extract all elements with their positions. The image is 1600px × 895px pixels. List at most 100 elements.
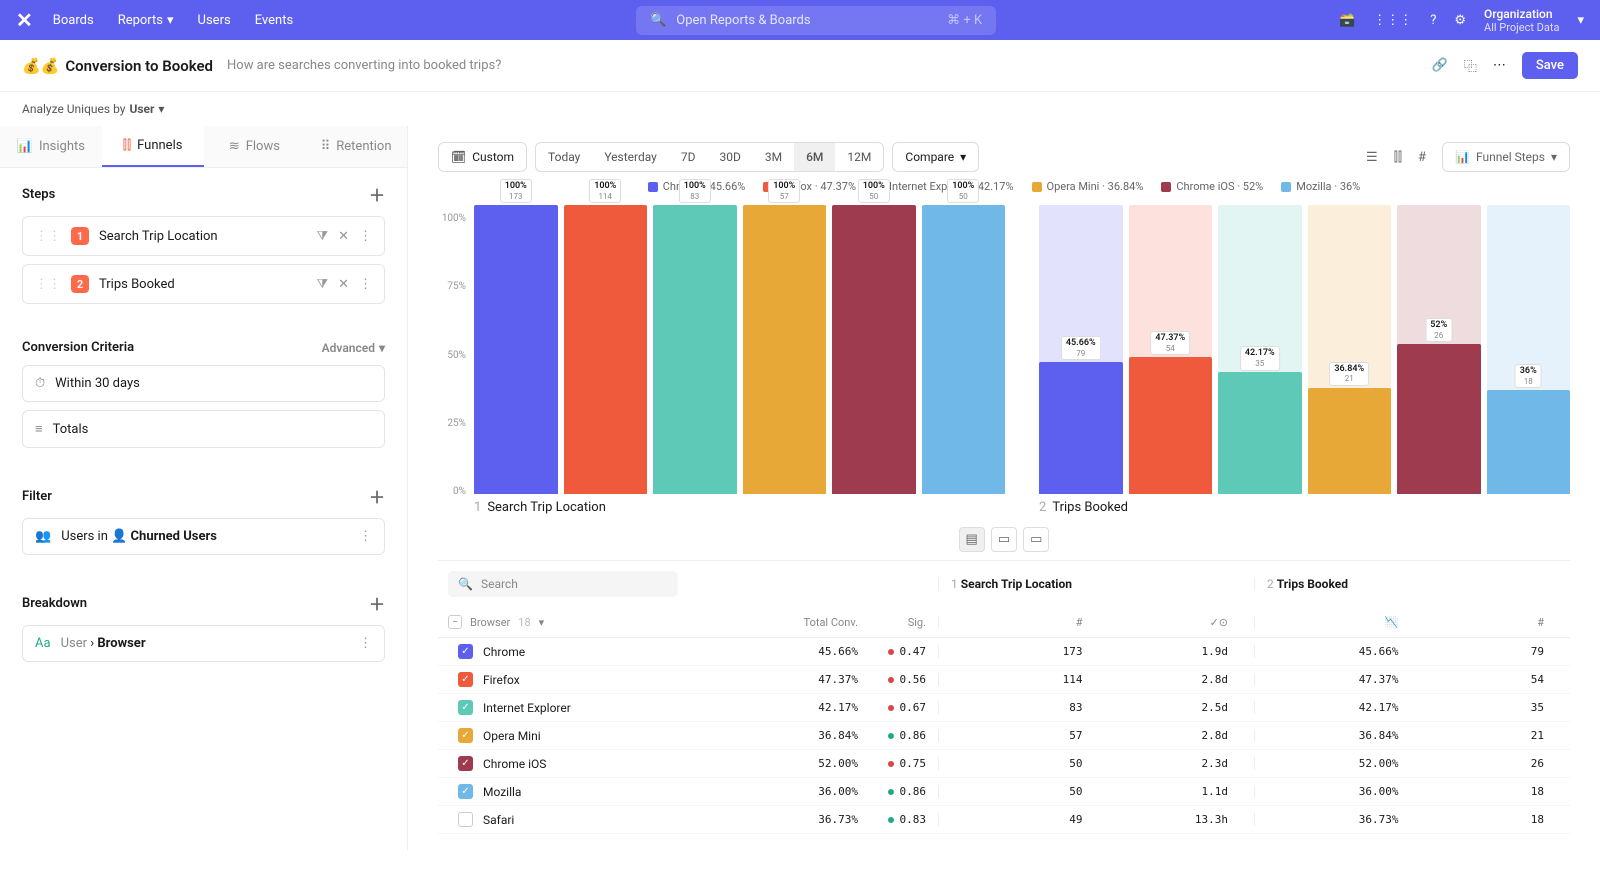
add-filter-button[interactable]: ＋ [369,484,385,508]
nav-boards[interactable]: Boards [53,13,94,28]
legend-item[interactable]: Mozilla · 36% [1281,180,1360,193]
filter-icon[interactable]: ⧩ [316,277,328,292]
list-view-icon[interactable]: ☰ [1366,150,1378,165]
add-breakdown-button[interactable]: ＋ [369,591,385,615]
criteria-totals[interactable]: ≡Totals [22,410,385,448]
table-row[interactable]: ✓ Firefox 47.37% 0.56 1142.8d 47.37%54 [438,666,1570,694]
chart-bar[interactable] [474,205,558,494]
logo: ✕ [16,8,33,32]
totals-icon: ≡ [35,421,43,437]
table-row[interactable]: ✓ Chrome iOS 52.00% 0.75 502.3d 52.00%26 [438,750,1570,778]
criteria-within[interactable]: ⏱Within 30 days [22,365,385,402]
chart-bar[interactable] [1487,390,1571,494]
hash-view-icon[interactable]: # [1418,150,1426,165]
breakdown-item[interactable]: Aa User › Browser ⋮ [22,625,385,662]
expand-all-icon[interactable]: − [448,615,462,629]
row-checkbox[interactable]: ✓ [458,756,473,771]
nav-users[interactable]: Users [198,13,231,28]
global-search[interactable]: 🔍 Open Reports & Boards ⌘ + K [636,6,996,35]
chart-step-label: 1Search Trip Location [474,500,1005,515]
chart-bar[interactable] [1218,372,1302,494]
steps-heading: Steps [22,187,55,202]
chart-bar[interactable] [922,205,1006,494]
date-option[interactable]: 30D [707,143,752,171]
add-step-button[interactable]: ＋ [369,182,385,206]
table-row[interactable]: ✓ Chrome 45.66% 0.47 1731.9d 45.66%79 [438,638,1570,666]
chart-bar[interactable] [653,205,737,494]
apps-icon[interactable]: ⋮⋮⋮ [1373,13,1412,28]
legend-item[interactable]: Chrome iOS · 52% [1161,180,1263,193]
nav-reports[interactable]: Reports ▾ [118,13,174,28]
date-option[interactable]: 7D [669,143,708,171]
table-row[interactable]: ✓ Mozilla 36.00% 0.86 501.1d 36.00%18 [438,778,1570,806]
bar-view-icon[interactable]: ⫿⫿ [1394,150,1402,165]
split-view-button[interactable]: ▤ [959,527,985,552]
chart-bar[interactable] [743,205,827,494]
legend-item[interactable]: Opera Mini · 36.84% [1032,180,1144,193]
hash-icon: # [1076,616,1083,629]
more-icon[interactable]: ⋮ [359,277,372,292]
date-option[interactable]: 6M [794,143,835,171]
config-sidebar: 📊Insights ⫿⫿Funnels ≋Flows ⠿Retention St… [0,126,408,850]
chart-bar[interactable] [564,205,648,494]
top-view-button[interactable]: ▭ [991,527,1017,552]
tab-flows[interactable]: ≋Flows [204,126,306,167]
page-title: 💰💰 Conversion to Booked [22,57,213,75]
table-row[interactable]: ✓ Internet Explorer 42.17% 0.67 832.5d 4… [438,694,1570,722]
table-row[interactable]: ✓ Opera Mini 36.84% 0.86 572.8d 36.84%21 [438,722,1570,750]
table-header: 🔍Search 1 Search Trip Location 2 Trips B… [438,560,1570,607]
integrations-icon[interactable]: 🗃️ [1339,13,1355,28]
org-selector[interactable]: Organization All Project Data [1484,7,1559,34]
bottom-view-button[interactable]: ▭ [1023,527,1049,552]
chart-bar[interactable] [1039,362,1123,494]
remove-icon[interactable]: ✕ [338,277,349,292]
save-button[interactable]: Save [1522,52,1578,79]
row-checkbox[interactable]: ✓ [458,700,473,715]
settings-icon[interactable]: ⚙ [1454,13,1466,28]
tab-funnels[interactable]: ⫿⫿Funnels [102,126,204,167]
search-placeholder: Open Reports & Boards [676,13,810,28]
funnel-step[interactable]: ⋮⋮1Search Trip Location⧩✕⋮ [22,216,385,256]
remove-icon[interactable]: ✕ [338,229,349,244]
advanced-link[interactable]: Advanced ▾ [322,341,385,355]
date-option[interactable]: Yesterday [592,143,669,171]
legend-item[interactable]: Internet Explorer · 42.17% [874,180,1014,193]
row-checkbox[interactable]: ✓ [458,672,473,687]
tab-insights[interactable]: 📊Insights [0,126,102,167]
date-custom[interactable]: 🗓Custom [438,142,527,172]
chart-bar[interactable] [1129,357,1213,494]
link-icon[interactable]: 🔗 [1432,58,1448,73]
page-header: 💰💰 Conversion to Booked How are searches… [0,40,1600,92]
nav-events[interactable]: Events [255,13,293,28]
tab-retention[interactable]: ⠿Retention [305,126,407,167]
drag-icon[interactable]: ⋮⋮ [35,229,61,244]
view-mode[interactable]: 📊Funnel Steps ▾ [1442,142,1570,172]
more-icon[interactable]: ⋮ [359,229,372,244]
compare-button[interactable]: Compare ▾ [892,142,979,172]
help-icon[interactable]: ? [1430,13,1436,28]
chart-bar[interactable] [1397,344,1481,494]
copy-icon[interactable]: ⿻ [1464,56,1477,75]
funnel-step[interactable]: ⋮⋮2Trips Booked⧩✕⋮ [22,264,385,304]
date-option[interactable]: Today [536,143,592,171]
row-checkbox[interactable]: ✓ [458,784,473,799]
date-option[interactable]: 12M [835,143,883,171]
chart-bar[interactable] [832,205,916,494]
filter-icon[interactable]: ⧩ [316,229,328,244]
row-checkbox[interactable] [458,812,473,827]
breakdown-more-icon[interactable]: ⋮ [359,636,372,651]
chart-bar[interactable] [1308,388,1392,494]
filter-more-icon[interactable]: ⋮ [359,529,372,544]
row-checkbox[interactable]: ✓ [458,728,473,743]
chart-step-label: 2Trips Booked [1039,500,1570,515]
page-subtitle: How are searches converting into booked … [227,58,501,73]
date-option[interactable]: 3M [753,143,794,171]
row-checkbox[interactable]: ✓ [458,644,473,659]
table-row[interactable]: Safari 36.73% 0.83 4913.3h 36.73%18 [438,806,1570,834]
filter-cohort[interactable]: 👥 Users in 👤 Churned Users ⋮ [22,518,385,555]
drag-icon[interactable]: ⋮⋮ [35,277,61,292]
chevron-down-icon[interactable]: ▾ [1577,13,1584,28]
analyze-by[interactable]: Analyze Uniques by User ▾ [0,92,1600,126]
more-icon[interactable]: ⋯ [1493,58,1506,73]
table-search[interactable]: 🔍Search [448,571,678,597]
